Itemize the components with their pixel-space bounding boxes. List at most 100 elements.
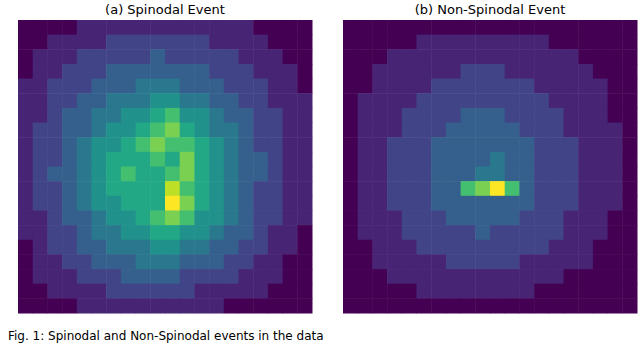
cell [387, 181, 402, 196]
cell [194, 20, 209, 35]
cell [136, 181, 151, 196]
cell [358, 240, 373, 255]
cell [239, 20, 254, 35]
cell [387, 269, 402, 284]
cell [358, 20, 373, 35]
cell [150, 167, 165, 182]
cell [622, 137, 637, 152]
cell [33, 210, 48, 225]
cell [165, 20, 180, 35]
cell [608, 93, 623, 108]
cell [475, 93, 490, 108]
cell [358, 79, 373, 94]
cell [253, 93, 268, 108]
cell [358, 254, 373, 269]
cell [165, 167, 180, 182]
cell [446, 269, 461, 284]
cell [106, 108, 121, 123]
cell [431, 64, 446, 79]
cell [622, 93, 637, 108]
cell [564, 152, 579, 167]
cell [578, 254, 593, 269]
cell [358, 152, 373, 167]
cell [268, 240, 283, 255]
cell [534, 269, 549, 284]
cell [519, 49, 534, 64]
cell [136, 240, 151, 255]
cell [62, 49, 77, 64]
cell [461, 93, 476, 108]
cell [150, 210, 165, 225]
cell [77, 167, 92, 182]
cell [578, 210, 593, 225]
cell [549, 64, 564, 79]
cell [224, 254, 239, 269]
cell [490, 240, 505, 255]
cell [283, 225, 298, 240]
cell [358, 298, 373, 313]
cell [283, 108, 298, 123]
cell [165, 152, 180, 167]
cell [549, 167, 564, 182]
cell [194, 284, 209, 299]
cell [18, 284, 33, 299]
cell [283, 240, 298, 255]
cell [62, 123, 77, 138]
cell [283, 20, 298, 35]
cell [578, 284, 593, 299]
cell [505, 240, 520, 255]
cell [549, 240, 564, 255]
cell [209, 269, 224, 284]
cell [505, 35, 520, 50]
cell [136, 123, 151, 138]
cell [180, 269, 195, 284]
cell [121, 167, 136, 182]
cell [387, 64, 402, 79]
cell [33, 181, 48, 196]
cell [519, 284, 534, 299]
cell [106, 284, 121, 299]
cell [194, 79, 209, 94]
cell [180, 93, 195, 108]
cell [33, 137, 48, 152]
cell [417, 49, 432, 64]
cell [578, 93, 593, 108]
cell [490, 181, 505, 196]
caption: Fig. 1: Spinodal and Non-Spinodal events… [8, 329, 324, 343]
cell [165, 225, 180, 240]
cell [534, 210, 549, 225]
cell [534, 49, 549, 64]
cell [519, 79, 534, 94]
cell [62, 254, 77, 269]
cell [417, 93, 432, 108]
cell [519, 196, 534, 211]
cell [402, 298, 417, 313]
cell [150, 225, 165, 240]
cell [549, 269, 564, 284]
cell [239, 240, 254, 255]
cell [268, 35, 283, 50]
cell [622, 64, 637, 79]
cell [283, 137, 298, 152]
cell [268, 298, 283, 313]
cell [475, 108, 490, 123]
cell [297, 49, 312, 64]
cell [283, 181, 298, 196]
cell [417, 269, 432, 284]
cell [358, 108, 373, 123]
cell [578, 225, 593, 240]
cell [62, 20, 77, 35]
cell [564, 93, 579, 108]
cell [564, 108, 579, 123]
cell [209, 181, 224, 196]
cell [33, 240, 48, 255]
cell [253, 254, 268, 269]
cell [402, 20, 417, 35]
cell [209, 225, 224, 240]
cell [224, 35, 239, 50]
cell [150, 269, 165, 284]
cell [165, 254, 180, 269]
cell [402, 269, 417, 284]
cell [622, 298, 637, 313]
cell [622, 79, 637, 94]
